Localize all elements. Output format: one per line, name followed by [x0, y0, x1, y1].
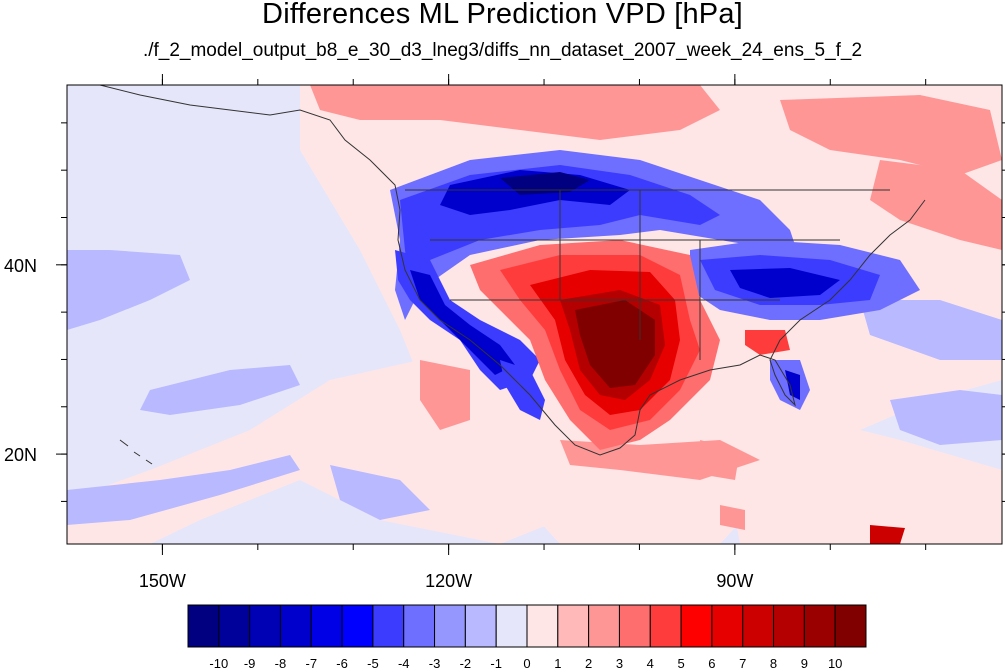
colorbar-label: -5 [367, 656, 379, 671]
colorbar-swatch [279, 604, 312, 648]
lon-tick-label: 120W [425, 571, 472, 591]
colorbar-swatch [372, 604, 405, 648]
colorbar-label: 6 [708, 656, 715, 671]
colorbar-label: -10 [209, 656, 228, 671]
colorbar-label: 2 [585, 656, 592, 671]
colorbar-swatch [464, 604, 497, 648]
map-panel: 150W 120W 90W 40N 20N [4, 74, 1005, 591]
colorbar-swatch [834, 604, 867, 648]
colorbar-label: -1 [490, 656, 502, 671]
lon-tick-label: 90W [716, 571, 753, 591]
colorbar-label: -7 [305, 656, 317, 671]
colorbar-label: -4 [398, 656, 410, 671]
colorbar-swatch [742, 604, 775, 648]
lon-tick-label: 150W [139, 571, 186, 591]
colorbar-label: -2 [460, 656, 472, 671]
colorbar-label: -6 [336, 656, 348, 671]
colorbar-label: -3 [429, 656, 441, 671]
map-subtitle: ./f_2_model_output_b8_e_30_d3_lneg3/diff… [142, 40, 863, 61]
colorbar-swatch [341, 604, 374, 648]
colorbar-swatch [187, 604, 220, 648]
colorbar: -10 -9 -8 -7 -6 -5 -4 -3 -2 -1 0 1 2 3 4 5 6 7 8 9 10 [187, 604, 867, 671]
colorbar-label: 8 [770, 656, 777, 671]
map-frame [66, 84, 1003, 545]
colorbar-swatch [434, 604, 466, 648]
lat-tick-label: 20N [4, 445, 37, 465]
map-title: Differences ML Prediction VPD [hPa] [262, 0, 743, 30]
colorbar-label: 9 [801, 656, 808, 671]
colorbar-label: 0 [523, 656, 530, 671]
colorbar-label: -8 [275, 656, 287, 671]
lat-tick-label: 40N [4, 256, 37, 276]
colorbar-swatch [249, 604, 281, 648]
colorbar-swatch [649, 604, 682, 648]
field-negative-west-coast [395, 250, 545, 420]
colorbar-swatch [403, 604, 436, 648]
colorbar-swatch [803, 604, 836, 648]
field-light-negative [67, 250, 1002, 525]
coastlines [99, 85, 926, 465]
colorbar-label: -9 [244, 656, 256, 671]
colorbar-label: 4 [647, 656, 654, 671]
colorbar-swatch [711, 604, 744, 648]
colorbar-swatch [526, 604, 559, 648]
colorbar-swatch [680, 604, 713, 648]
colorbar-label: 7 [739, 656, 746, 671]
colorbar-label: 5 [677, 656, 684, 671]
colorbar-swatch [773, 604, 805, 648]
colorbar-swatch [588, 604, 620, 648]
colorbar-label: 1 [554, 656, 561, 671]
colorbar-label: 10 [828, 656, 842, 671]
colorbar-swatch [310, 604, 343, 648]
difference-field [67, 85, 1002, 544]
colorbar-swatch [618, 604, 651, 648]
colorbar-swatch [218, 604, 251, 648]
colorbar-swatch [557, 604, 590, 648]
map-ticks: 150W 120W 90W 40N 20N [4, 74, 1005, 591]
colorbar-swatch [495, 604, 528, 648]
colorbar-label: 3 [616, 656, 623, 671]
field-medium-positive [310, 85, 1002, 530]
field-positive-core [470, 240, 905, 544]
